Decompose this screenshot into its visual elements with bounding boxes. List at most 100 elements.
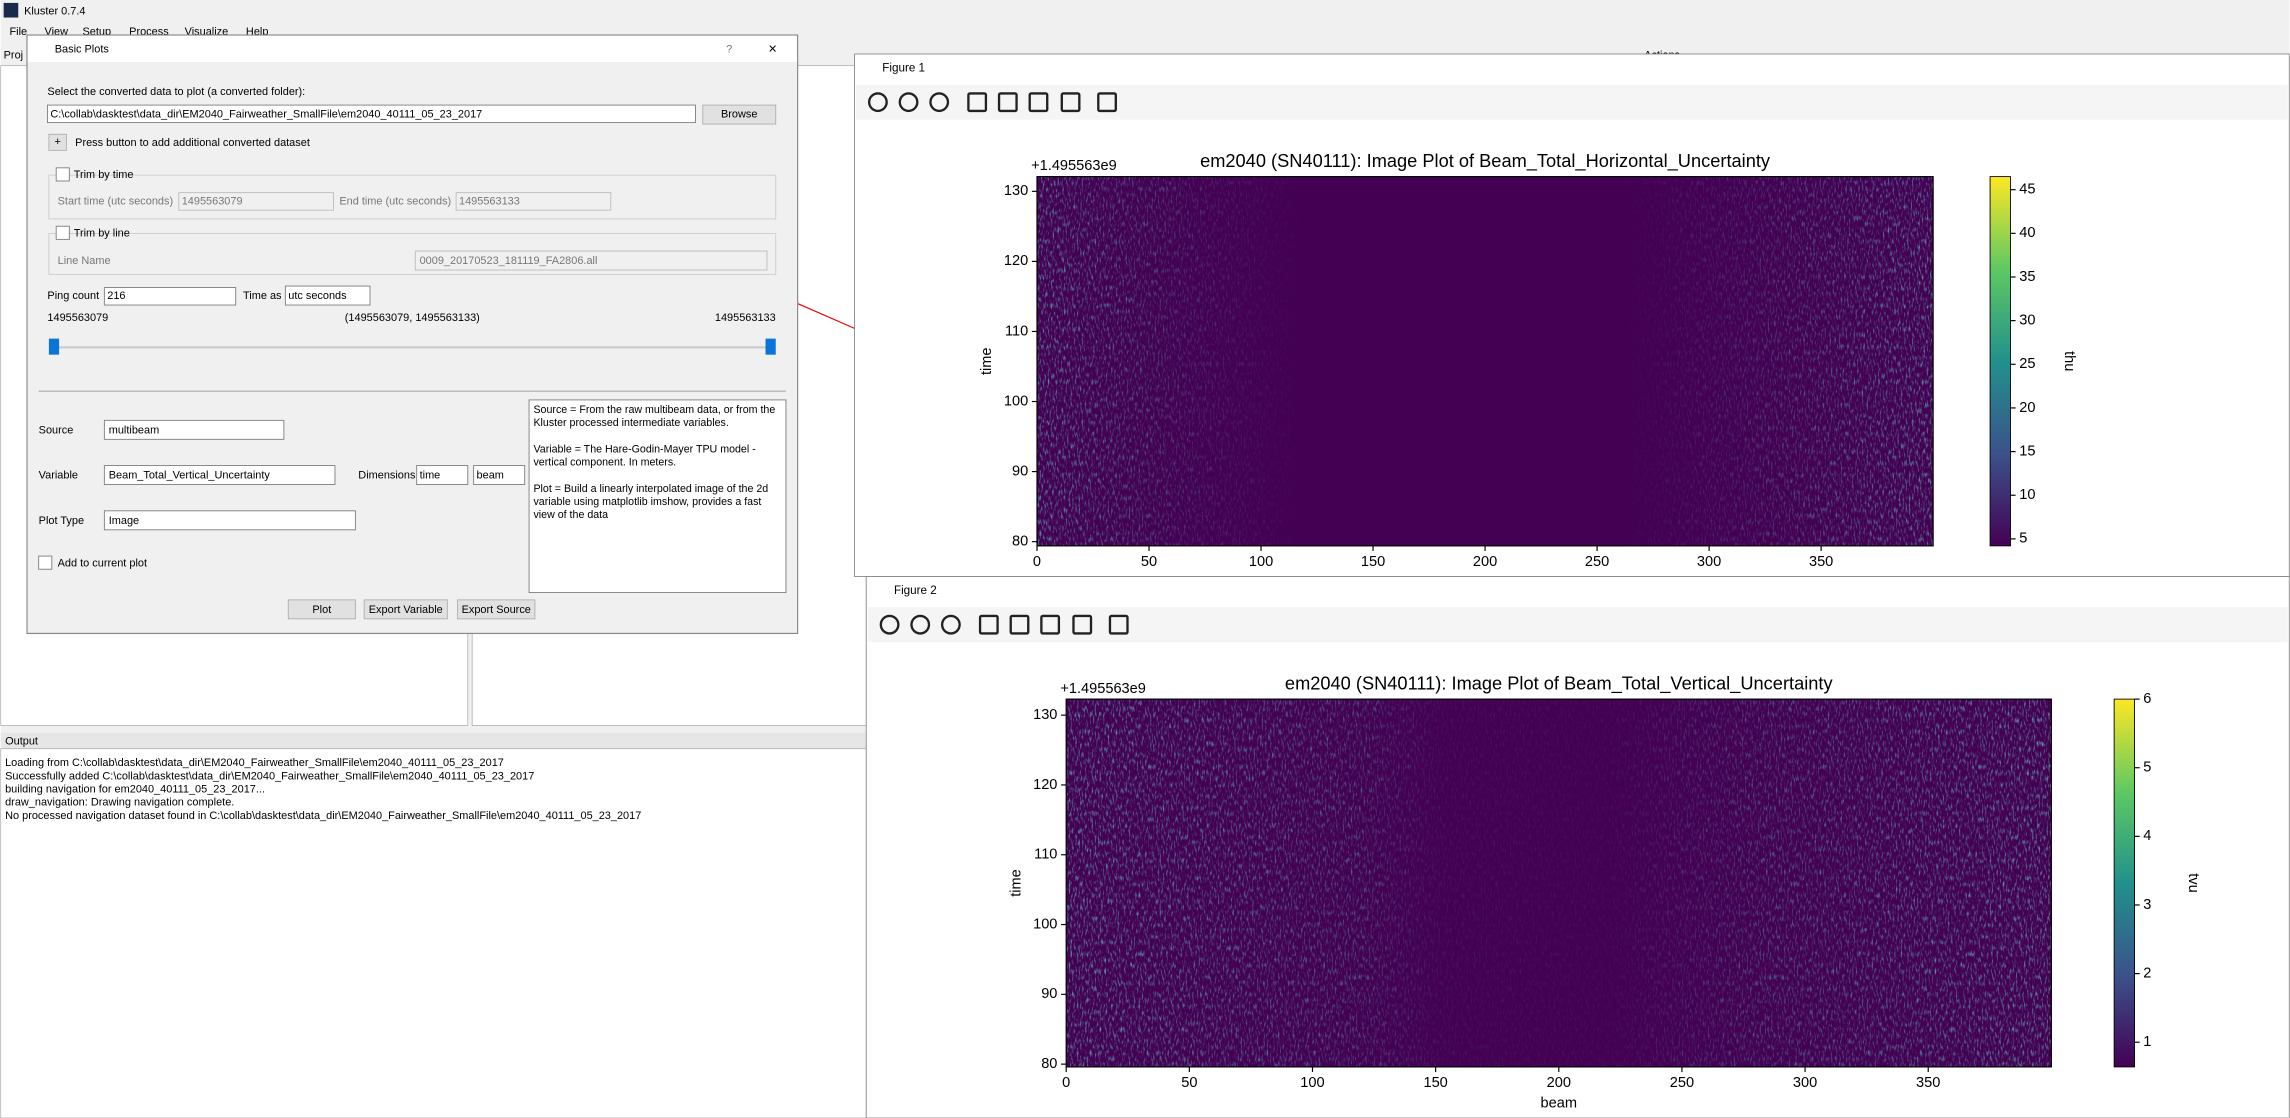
tool-button[interactable] xyxy=(940,614,961,635)
x-tick-label: 350 xyxy=(1809,554,1833,570)
x-tick-label: 100 xyxy=(1249,554,1273,570)
x-tick-label: 0 xyxy=(1033,554,1041,570)
x-tick-label: 200 xyxy=(1473,554,1497,570)
output-pane xyxy=(0,748,867,1118)
variable-combo[interactable] xyxy=(103,465,336,486)
trim-line-checkbox[interactable] xyxy=(55,225,70,240)
toolbar xyxy=(867,607,2288,643)
tool-button[interactable] xyxy=(997,92,1018,113)
line-name-combo[interactable] xyxy=(414,250,768,271)
time-as: utc seconds xyxy=(288,290,347,302)
label: Trim by line xyxy=(74,227,130,239)
tool-button[interactable] xyxy=(879,614,900,635)
output-line: Successfully added C:\collab\dasktest\da… xyxy=(5,770,534,782)
start-input[interactable] xyxy=(178,192,334,211)
label: Time as xyxy=(243,290,282,302)
figure-window: Figure 2 em2040 (SN40111): Image Plot of … xyxy=(865,576,2290,1118)
y-axis-label: time xyxy=(979,347,995,375)
tool-button[interactable] xyxy=(910,614,931,635)
figures: Figure 1 em2040 (SN40111): Image Plot of … xyxy=(854,53,2290,1118)
end-value: 1495563133 xyxy=(459,195,520,207)
help-paragraph: Variable = The Hare-Godin-Mayer TPU mode… xyxy=(533,442,756,469)
button[interactable] xyxy=(287,599,356,620)
dim-input[interactable] xyxy=(416,465,469,486)
y-tick-label: 100 xyxy=(1033,916,1057,932)
tool-button[interactable] xyxy=(967,92,988,113)
help-text: Source = From the raw multibeam data, or… xyxy=(533,403,775,522)
tool-button[interactable] xyxy=(978,614,999,635)
output-line: No processed navigation dataset found in… xyxy=(5,810,641,822)
slider-range: (1495563079, 1495563133) xyxy=(345,312,480,324)
label: Add to current plot xyxy=(58,557,147,569)
y-tick-label: 80 xyxy=(1041,1056,1057,1072)
y-tick-label: 120 xyxy=(1004,253,1028,269)
time-as-combo[interactable] xyxy=(284,285,371,306)
tool-button[interactable] xyxy=(1108,614,1129,635)
figure-window: Figure 1 em2040 (SN40111): Image Plot of … xyxy=(854,53,2290,577)
label: Trim by time xyxy=(74,169,134,181)
x-tick-label: 150 xyxy=(1423,1075,1447,1091)
y-tick-label: 90 xyxy=(1041,986,1057,1002)
x-tick-label: 50 xyxy=(1181,1075,1197,1091)
x-tick-label: 50 xyxy=(1141,554,1157,570)
add-plot-checkbox[interactable] xyxy=(38,555,53,570)
tool-button[interactable] xyxy=(1060,92,1081,113)
trim-time-checkbox[interactable] xyxy=(55,167,70,182)
browse-button[interactable] xyxy=(702,104,777,125)
basic-plots-dialog: Basic Plots ? × Select the converted dat… xyxy=(26,34,799,635)
button-label: Export Variable xyxy=(369,604,443,616)
plot-type-combo[interactable] xyxy=(103,510,356,531)
colorbar-tick-label: 5 xyxy=(2143,760,2151,776)
help-paragraph: Plot = Build a linearly interpolated ima… xyxy=(533,481,769,522)
group-box xyxy=(48,174,777,220)
add-button[interactable] xyxy=(48,133,67,151)
output-line: Loading from C:\collab\dasktest\data_dir… xyxy=(5,757,504,769)
chart-title: em2040 (SN40111): Image Plot of Beam_Tot… xyxy=(1200,150,1771,172)
colorbar-tick-label: 5 xyxy=(2019,531,2027,547)
button[interactable] xyxy=(457,599,536,620)
ping-count-input[interactable] xyxy=(103,287,237,306)
tool-button[interactable] xyxy=(1072,614,1093,635)
window-title: Figure 1 xyxy=(882,62,925,75)
variable: Beam_Total_Vertical_Uncertainty xyxy=(109,470,271,482)
dim: time xyxy=(420,470,441,482)
x-tick-label: 100 xyxy=(1300,1075,1324,1091)
menu-item[interactable]: File xyxy=(9,26,27,38)
button[interactable] xyxy=(363,599,448,620)
nav-line xyxy=(797,303,855,329)
dim-input[interactable] xyxy=(473,465,526,486)
colorbar-tick-label: 20 xyxy=(2019,400,2035,416)
add-label: + xyxy=(54,136,60,148)
tool-button[interactable] xyxy=(1028,92,1049,113)
label: Source xyxy=(39,424,74,436)
colorbar-tick-label: 3 xyxy=(2143,897,2151,913)
source-combo[interactable] xyxy=(103,419,285,440)
tool-button[interactable] xyxy=(1009,614,1030,635)
path-input[interactable] xyxy=(46,104,696,124)
colorbar-tick-label: 30 xyxy=(2019,313,2035,329)
toolbar xyxy=(856,84,2288,120)
bg-label: Proj xyxy=(4,49,23,61)
slider-handle[interactable] xyxy=(48,338,60,355)
slider-handle[interactable] xyxy=(765,338,776,355)
help-button[interactable]: ? xyxy=(726,44,732,56)
dialog-buttons: Plot Export Variable Export Source xyxy=(287,599,536,620)
tool-button[interactable] xyxy=(898,92,919,113)
colorbar-tick-label: 35 xyxy=(2019,269,2035,285)
output-lines: Loading from C:\collab\dasktest\data_dir… xyxy=(5,757,641,822)
output-title: Output xyxy=(5,735,38,747)
y-tick-label: 110 xyxy=(1034,847,1057,863)
colorbar-tick-label: 45 xyxy=(2019,182,2035,198)
colorbar-tick-label: 4 xyxy=(2143,828,2151,844)
output-line: draw_navigation: Drawing navigation comp… xyxy=(5,797,234,809)
end-input[interactable] xyxy=(455,192,612,211)
close-button[interactable]: × xyxy=(768,41,777,57)
colorbar-label: tvu xyxy=(2185,873,2201,892)
colorbar-tick-label: 15 xyxy=(2019,443,2035,459)
tool-button[interactable] xyxy=(1097,92,1117,113)
group-box xyxy=(48,233,777,275)
tool-button[interactable] xyxy=(867,92,888,113)
tool-button[interactable] xyxy=(1040,614,1061,635)
tool-button[interactable] xyxy=(929,92,950,113)
colorbar xyxy=(1989,176,2011,547)
